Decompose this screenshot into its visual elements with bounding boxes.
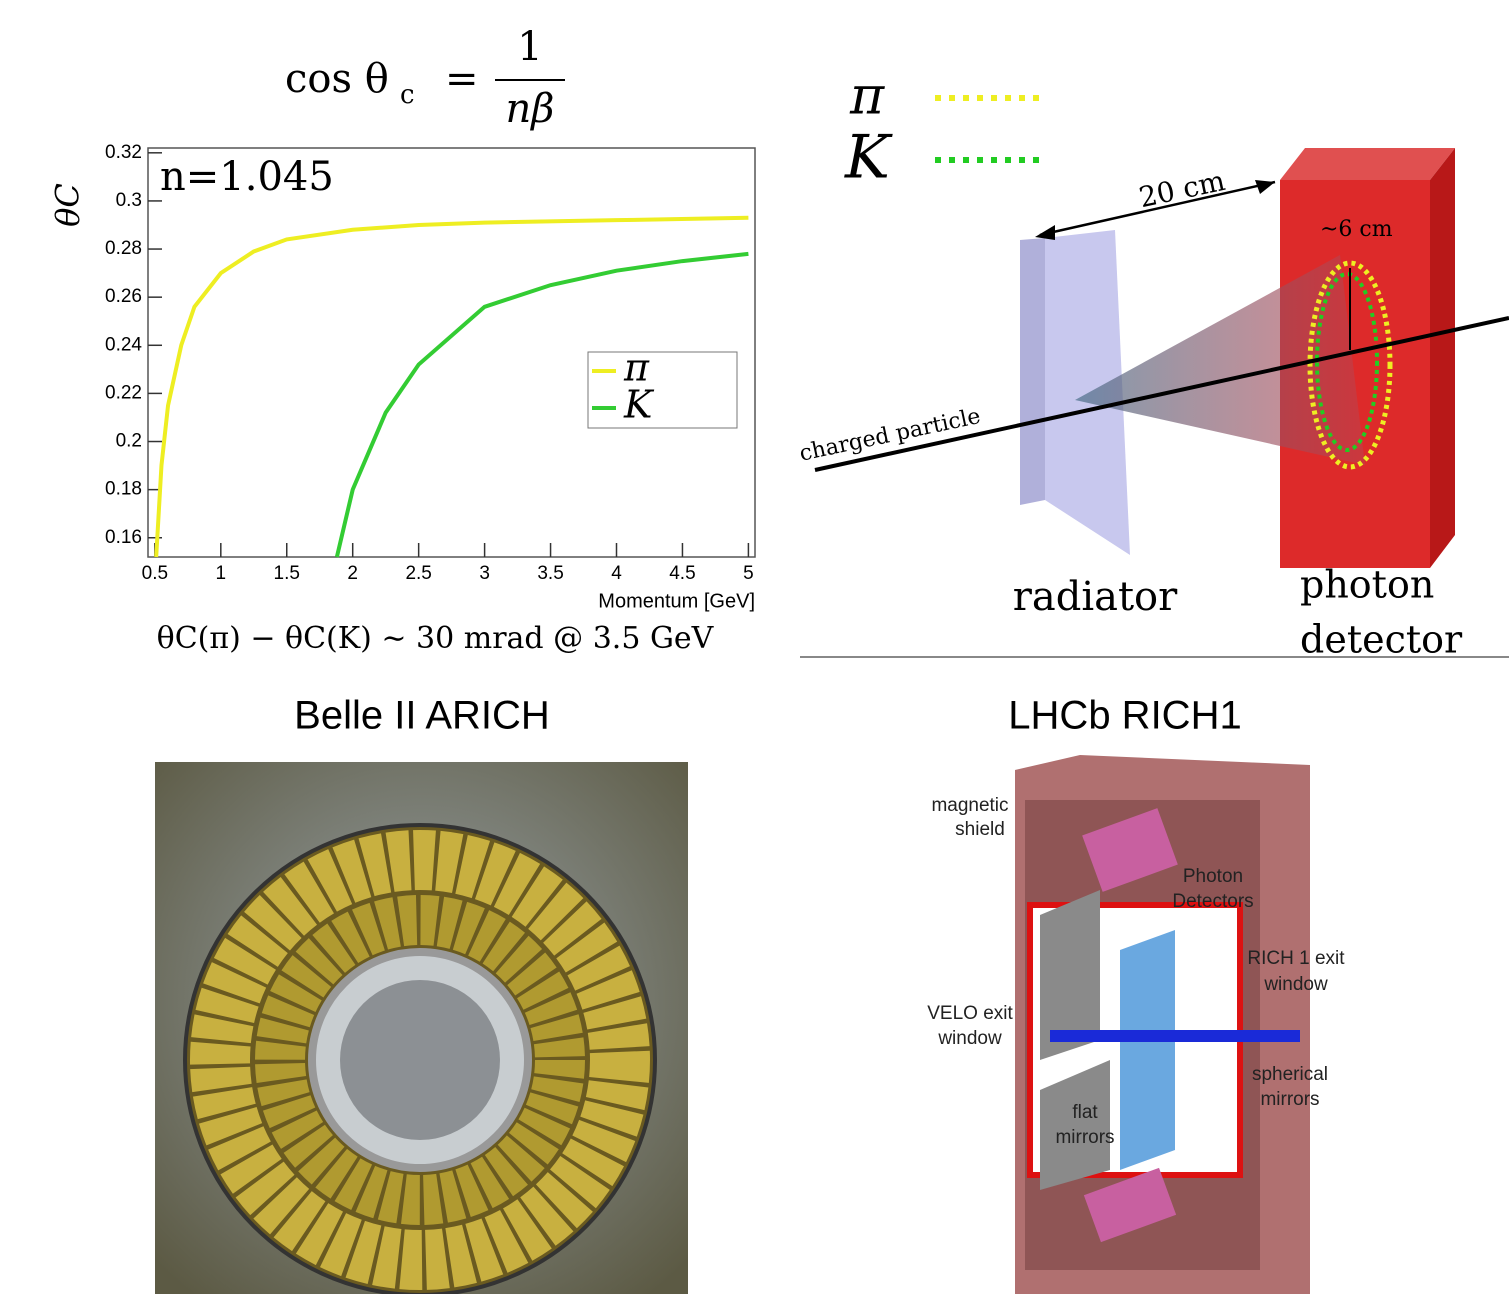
x-tick-label: 2.5 xyxy=(405,563,431,584)
x-tick-label: 3 xyxy=(479,563,490,584)
pi-label: π xyxy=(849,67,885,127)
y-tick-label: 0.3 xyxy=(116,190,142,211)
ring-size-label: ~6 cm xyxy=(1320,217,1393,242)
y-tick-label: 0.2 xyxy=(116,431,142,452)
y-tick-label: 0.24 xyxy=(105,334,142,355)
y-tick-label: 0.16 xyxy=(105,527,142,548)
lhcb-label: Photon xyxy=(1183,866,1243,887)
formula-sub: c xyxy=(400,80,415,110)
detector-label: photon xyxy=(1300,563,1434,607)
radiator-label: radiator xyxy=(1013,574,1178,620)
lhcb-label: shield xyxy=(955,819,1005,840)
particle-label: charged particle xyxy=(797,404,982,467)
lhcb-label: spherical xyxy=(1252,1064,1328,1085)
y-tick-label: 0.26 xyxy=(105,286,142,307)
bore xyxy=(340,980,500,1140)
y-tick-label: 0.32 xyxy=(105,142,142,163)
difference-note: θC(π) − θC(K) ∼ 30 mrad @ 3.5 GeV xyxy=(157,621,715,656)
lhcb-label: window xyxy=(937,1028,1002,1049)
beam-pipe xyxy=(1050,1030,1300,1042)
rich-diagram: π K 20 cm ~6 cm charged particle radiato… xyxy=(797,67,1509,662)
formula: cos θ c = 1 nβ xyxy=(285,24,565,132)
y-axis-label: θC xyxy=(49,183,87,227)
legend-label: K xyxy=(623,383,655,427)
legend-box xyxy=(588,352,737,428)
arrow-head xyxy=(1255,180,1275,194)
spherical-mirror xyxy=(1120,930,1175,1170)
x-tick-label: 1.5 xyxy=(274,563,300,584)
slide: cos θ c = 1 nβ 0.511.522.533.544.550.160… xyxy=(0,0,1509,1294)
x-tick-label: 3.5 xyxy=(537,563,563,584)
formula-equals: = xyxy=(445,56,479,102)
x-tick-label: 4 xyxy=(611,563,622,584)
lhcb-label: RICH 1 exit xyxy=(1247,948,1345,969)
lhcb-label: window xyxy=(1263,974,1328,995)
lhcb-label: VELO exit xyxy=(927,1003,1013,1024)
lhcb-label: mirrors xyxy=(1055,1127,1114,1148)
lhcb-drawing xyxy=(1015,755,1310,1294)
x-tick-label: 1 xyxy=(216,563,227,584)
page: cos θ c = 1 nβ 0.511.522.533.544.550.160… xyxy=(0,0,1509,1294)
detector-top xyxy=(1280,148,1455,180)
belle-photo xyxy=(155,762,688,1294)
x-tick-label: 5 xyxy=(743,563,754,584)
k-label: K xyxy=(844,123,893,193)
arrow-head xyxy=(1035,225,1055,240)
formula-numerator: 1 xyxy=(517,24,542,70)
lhcb-label: flat xyxy=(1072,1102,1098,1123)
lhcb-title: LHCb RICH1 xyxy=(1008,694,1241,738)
y-tick-label: 0.22 xyxy=(105,382,142,403)
lhcb-label: magnetic xyxy=(931,795,1008,816)
y-tick-label: 0.28 xyxy=(105,238,142,259)
formula-denominator: nβ xyxy=(506,86,555,132)
y-tick-label: 0.18 xyxy=(105,479,142,500)
x-tick-label: 0.5 xyxy=(142,563,168,584)
x-axis-label: Momentum [GeV] xyxy=(598,590,755,612)
belle-title: Belle II ARICH xyxy=(294,694,550,738)
detector-label: detector xyxy=(1300,618,1463,662)
formula-lhs: cos θ xyxy=(285,56,389,102)
lhcb-label: Detectors xyxy=(1172,891,1253,912)
radiator-side xyxy=(1020,238,1045,505)
chart: 0.5 1 1.5 2 2.5 3 3.5 4 4.5 5 0.16 0.18 0.2 0.22 0.24 0… xyxy=(49,142,756,612)
distance-label: 20 cm xyxy=(1136,164,1228,214)
x-tick-label: 4.5 xyxy=(669,563,695,584)
lhcb-label: mirrors xyxy=(1260,1089,1319,1110)
chart-annotation: n=1.045 xyxy=(160,154,334,200)
x-tick-label: 2 xyxy=(347,563,358,584)
detector-side xyxy=(1430,148,1455,568)
